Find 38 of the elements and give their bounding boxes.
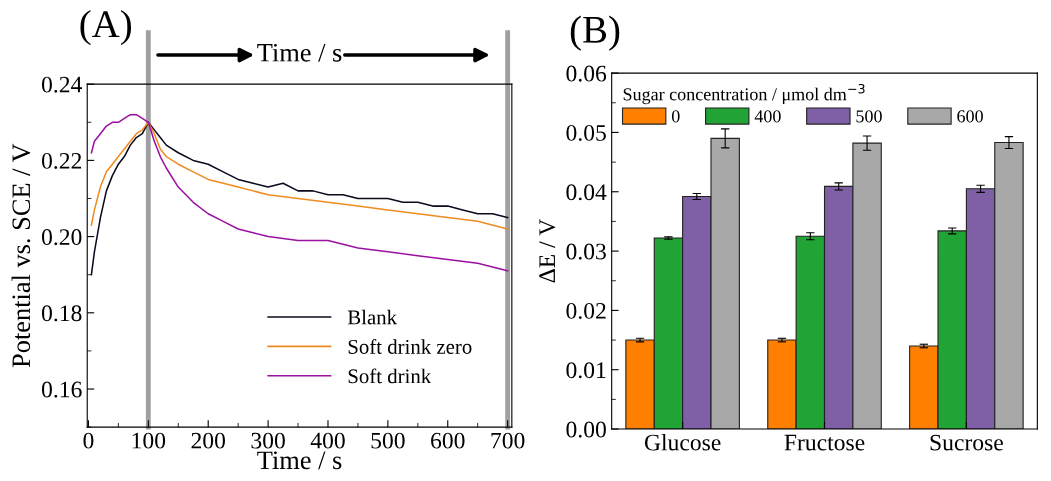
x-tick-label: 300 bbox=[251, 432, 285, 449]
legend-label: 400 bbox=[754, 110, 781, 123]
y-axis-title: ΔE / V bbox=[539, 219, 556, 283]
x-tick-label: 100 bbox=[132, 432, 166, 449]
y-axis-title: Potential vs. SCE / V bbox=[11, 143, 31, 368]
y-tick-label: 0.03 bbox=[566, 243, 606, 260]
legend-label: Blank bbox=[347, 309, 398, 325]
x-tick-label: 600 bbox=[431, 432, 465, 449]
x-tick-label: 200 bbox=[191, 432, 226, 449]
x-tick-label: Glucose bbox=[644, 433, 721, 451]
chart-title: (B) bbox=[570, 15, 620, 51]
y-tick-label: 0.02 bbox=[566, 302, 606, 319]
y-tick-label: 0.06 bbox=[566, 65, 607, 82]
x-tick-label: 700 bbox=[491, 432, 525, 449]
x-tick-label: Fructose bbox=[784, 434, 865, 451]
text: Time / s bbox=[257, 43, 342, 62]
y-tick-label: 0.22 bbox=[41, 152, 82, 169]
legend-label: 500 bbox=[856, 110, 882, 123]
x-axis-title: Time / s bbox=[257, 451, 342, 470]
legend-label: 600 bbox=[957, 110, 983, 123]
chart-title: (A) bbox=[80, 9, 132, 46]
y-tick-label: 0.18 bbox=[41, 305, 82, 322]
y-tick-label: 0.16 bbox=[41, 381, 82, 398]
legend-label: Soft drink bbox=[348, 368, 432, 384]
y-tick-label: 0.24 bbox=[41, 76, 82, 93]
y-tick-label: 0.05 bbox=[566, 124, 606, 141]
y-tick-label: 0.20 bbox=[41, 229, 82, 246]
line-series bbox=[90, 121, 509, 230]
legend-label: Soft drink zero bbox=[348, 339, 472, 354]
x-tick-label: 500 bbox=[371, 432, 405, 449]
legend-title: Sugar concentration / μmol dm$^{−3}$ bbox=[623, 83, 865, 105]
legend-label: 0 bbox=[671, 110, 680, 123]
x-tick-label: 400 bbox=[310, 432, 345, 449]
y-tick-label: 0.01 bbox=[566, 362, 606, 379]
y-tick-label: 0.04 bbox=[566, 184, 607, 201]
x-tick-label: 0 bbox=[83, 432, 94, 449]
x-tick-label: Sucrose bbox=[930, 434, 1003, 451]
y-tick-label: 0.00 bbox=[566, 421, 606, 438]
